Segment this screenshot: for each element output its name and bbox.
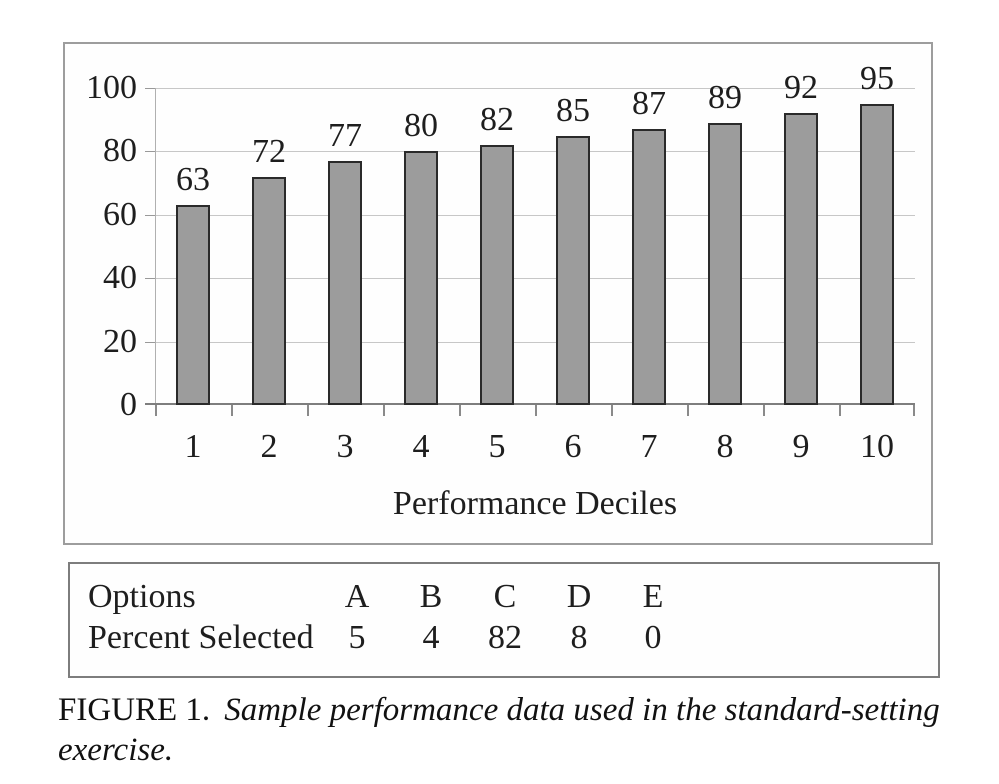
x-axis-tick xyxy=(383,405,385,416)
table-row: Options A B C D E xyxy=(88,576,938,617)
gridline xyxy=(155,278,915,280)
bar xyxy=(176,205,210,405)
plot-area: 0 20 40 60 80 100 63 1 72 2 77 3 80 4 82 5 85 6 87 7 89 8 92 9 9… xyxy=(86,61,915,521)
caption-text: Sample performance data used in the stan… xyxy=(224,692,940,728)
x-axis-tick xyxy=(155,405,157,416)
y-axis-tick xyxy=(145,88,155,89)
row-label: Percent Selected xyxy=(88,619,314,656)
y-tick-label: 0 xyxy=(120,386,137,423)
bar xyxy=(556,135,590,405)
table-row: Percent Selected 5 4 82 8 0 xyxy=(88,617,938,658)
table-cell: E xyxy=(642,578,664,615)
table-cell: D xyxy=(566,578,592,615)
x-tick-label: 1 xyxy=(184,428,202,465)
x-axis-tick xyxy=(459,405,461,416)
bar-value-label: 72 xyxy=(252,132,286,170)
chart-panel: 0 20 40 60 80 100 63 1 72 2 77 3 80 4 82 5 85 6 87 7 89 8 92 9 9… xyxy=(63,42,933,545)
x-tick-label: 4 xyxy=(412,428,430,465)
gridline xyxy=(155,88,915,89)
x-tick-label: 9 xyxy=(792,428,810,465)
gridline xyxy=(155,151,915,153)
caption-line-1: FIGURE 1. Sample performance data used in… xyxy=(58,690,968,730)
caption-text: exercise. xyxy=(58,732,174,768)
x-axis-tick xyxy=(535,405,537,416)
row-label: Options xyxy=(88,578,196,615)
bar-value-label: 87 xyxy=(632,85,666,123)
y-tick-label: 100 xyxy=(86,69,137,106)
table-cell: C xyxy=(493,578,517,615)
x-axis-line xyxy=(145,403,915,405)
y-tick-label: 20 xyxy=(103,322,137,360)
figure-caption: FIGURE 1. Sample performance data used in… xyxy=(58,690,968,770)
x-axis-tick xyxy=(687,405,689,416)
caption-line-2: exercise. xyxy=(58,730,968,770)
bar-value-label: 63 xyxy=(176,161,210,199)
bar-value-label: 80 xyxy=(404,107,438,145)
x-axis-tick xyxy=(913,405,915,416)
bar xyxy=(708,122,742,405)
y-axis-tick xyxy=(145,214,155,216)
table-cell: 5 xyxy=(348,619,366,656)
caption-figure-label: FIGURE 1. xyxy=(58,692,211,728)
y-tick-label: 80 xyxy=(103,132,137,170)
bar-value-label: 92 xyxy=(784,69,818,107)
y-axis-tick xyxy=(145,341,155,343)
bar xyxy=(480,145,514,405)
options-table: Options A B C D E Percent Selected 5 4 8… xyxy=(68,562,940,678)
gridline xyxy=(155,341,915,343)
x-axis-title: Performance Deciles xyxy=(392,485,678,522)
table-cell: 4 xyxy=(422,619,440,656)
x-tick-label: 5 xyxy=(488,428,506,465)
bar-value-label: 89 xyxy=(708,78,742,116)
x-tick-label: 8 xyxy=(716,428,734,465)
bar-value-label: 95 xyxy=(860,59,894,97)
x-axis-tick xyxy=(611,405,613,416)
bar xyxy=(328,160,362,405)
x-tick-label: 7 xyxy=(640,428,658,465)
bar xyxy=(404,151,438,405)
y-tick-label: 60 xyxy=(103,195,137,233)
bar xyxy=(784,113,818,405)
x-axis-tick xyxy=(307,405,309,416)
x-axis-tick xyxy=(839,405,841,416)
bar-value-label: 77 xyxy=(328,116,362,154)
y-tick-label: 40 xyxy=(103,259,137,297)
bar xyxy=(252,176,286,405)
bar xyxy=(860,103,894,405)
table-cell: 0 xyxy=(644,619,662,656)
gridline xyxy=(155,214,915,216)
x-tick-label: 3 xyxy=(336,428,354,465)
x-tick-label: 6 xyxy=(564,428,582,465)
bar xyxy=(632,129,666,405)
x-tick-label: 2 xyxy=(260,428,278,465)
table-cell: B xyxy=(419,578,443,615)
y-axis-tick xyxy=(145,151,155,153)
y-axis-line xyxy=(155,88,156,405)
x-axis-tick xyxy=(231,405,233,416)
table-cell: 82 xyxy=(488,619,522,656)
x-tick-label: 10 xyxy=(860,428,894,465)
table-cell: A xyxy=(344,578,370,615)
bar-value-label: 85 xyxy=(556,91,590,129)
bar-value-label: 82 xyxy=(480,101,514,139)
x-axis-tick xyxy=(763,405,765,416)
y-axis-tick xyxy=(145,278,155,280)
table-cell: 8 xyxy=(570,619,588,656)
